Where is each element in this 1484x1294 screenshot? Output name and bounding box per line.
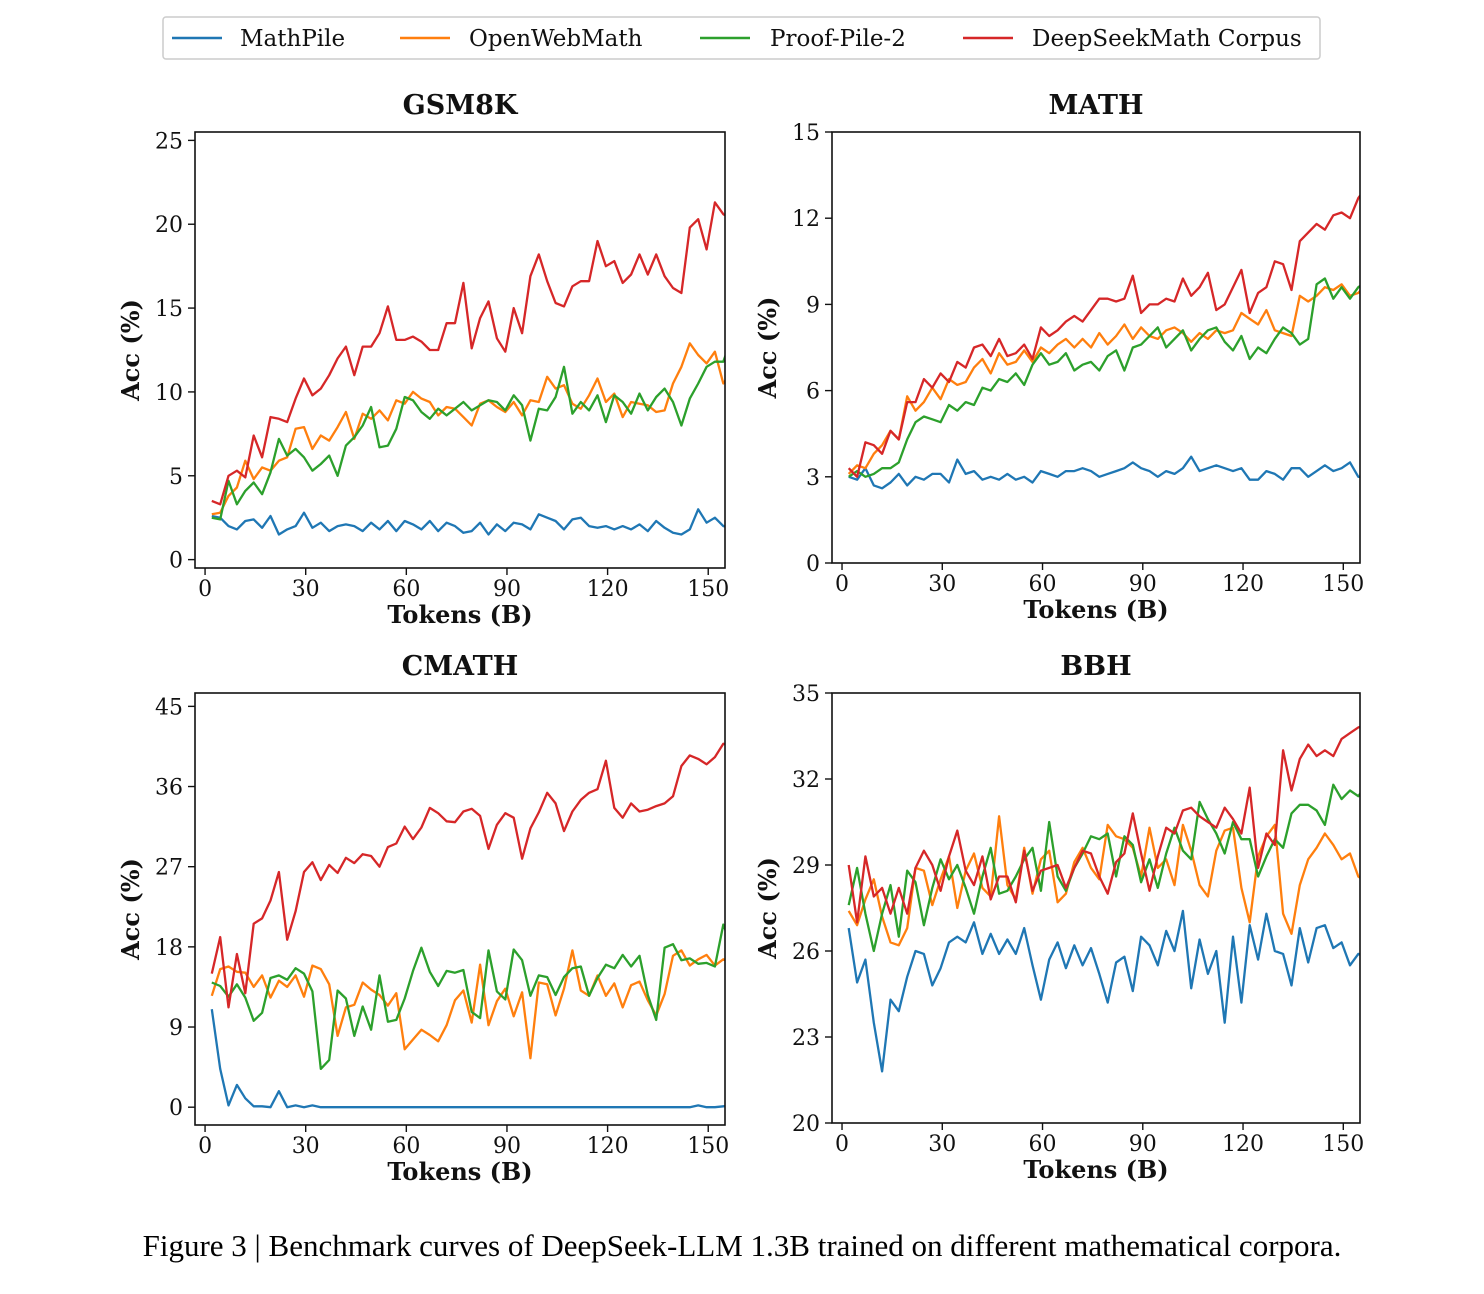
- legend-label-proof-pile-2: Proof-Pile-2: [770, 26, 906, 52]
- series-group: [847, 193, 1360, 490]
- x-tick-label: 0: [198, 577, 212, 602]
- y-tick-label: 9: [806, 293, 820, 318]
- y-tick-label: 18: [155, 936, 183, 961]
- panel-title: CMATH: [402, 651, 518, 682]
- x-tick-label: 30: [928, 572, 956, 597]
- series-line-openwebmath: [211, 342, 725, 516]
- y-tick-label: 27: [155, 856, 183, 881]
- series-line-proof-pile-2: [211, 353, 725, 521]
- y-tick-label: 20: [792, 1112, 820, 1137]
- x-tick-label: 90: [1129, 1132, 1157, 1157]
- y-tick-label: 15: [792, 121, 820, 146]
- x-tick-label: 60: [1029, 1132, 1057, 1157]
- y-tick-label: 32: [792, 768, 820, 793]
- x-tick-label: 120: [1222, 1132, 1264, 1157]
- y-tick-label: 15: [155, 297, 183, 322]
- panel-bbh: 0 30 60 90 120 150 20 23 26 29 32 35 BBH Tokens (B) Ac…: [753, 651, 1364, 1184]
- panel-title: GSM8K: [403, 90, 519, 121]
- series-line-openwebmath: [210, 949, 725, 1060]
- x-tick-label: 60: [392, 577, 420, 602]
- x-tick-label: 30: [292, 1134, 320, 1159]
- y-tick-label: 23: [792, 1026, 820, 1051]
- figure-caption: Figure 3 | Benchmark curves of DeepSeek-…: [142, 1228, 1342, 1263]
- y-tick-label: 25: [155, 129, 183, 154]
- series-line-deepseekmath-corpus: [210, 742, 725, 1009]
- y-axis-label: Acc (%): [116, 299, 145, 402]
- series-group: [847, 725, 1360, 1073]
- x-tick-label: 90: [493, 1134, 521, 1159]
- x-tick-label: 30: [928, 1132, 956, 1157]
- x-tick-label: 150: [687, 1134, 729, 1159]
- series-group: [211, 201, 725, 536]
- y-axis-label: Acc (%): [753, 857, 782, 960]
- x-tick-label: 150: [687, 577, 729, 602]
- legend-label-mathpile: MathPile: [240, 26, 345, 52]
- x-tick-label: 150: [1322, 572, 1364, 597]
- panel-math: 0 30 60 90 120 150 0 3 6 9 12 15 MATH Tokens (B) Acc (…: [753, 90, 1364, 624]
- y-tick-label: 0: [169, 549, 183, 574]
- panel-title: MATH: [1049, 90, 1144, 121]
- x-tick-label: 120: [587, 1134, 629, 1159]
- legend-label-openwebmath: OpenWebMath: [469, 26, 643, 52]
- y-tick-label: 0: [169, 1096, 183, 1121]
- series-line-mathpile: [847, 909, 1360, 1073]
- y-tick-label: 29: [792, 854, 820, 879]
- legend-entry-proof-pile-2: Proof-Pile-2: [700, 26, 906, 52]
- y-tick-label: 26: [792, 940, 820, 965]
- y-tick-label: 10: [155, 381, 183, 406]
- x-tick-label: 120: [587, 577, 629, 602]
- x-axis-label: Tokens (B): [1023, 595, 1168, 624]
- y-tick-label: 3: [806, 466, 820, 491]
- series-line-proof-pile-2: [211, 923, 725, 1071]
- series-line-deepseekmath-corpus: [847, 193, 1360, 478]
- series-line-openwebmath: [847, 283, 1360, 475]
- y-tick-label: 20: [155, 213, 183, 238]
- legend-label-deepseekmath-corpus: DeepSeekMath Corpus: [1032, 26, 1302, 52]
- panel-cmath: 0 30 60 90 120 150 0 9 18 27 36 45 CMATH Tokens (B) Ac…: [116, 651, 729, 1186]
- x-tick-label: 60: [392, 1134, 420, 1159]
- x-tick-label: 0: [835, 572, 849, 597]
- panel-title: BBH: [1060, 651, 1131, 682]
- y-tick-label: 35: [792, 682, 820, 707]
- series-line-mathpile: [210, 1009, 725, 1109]
- series-line-proof-pile-2: [848, 277, 1360, 478]
- x-tick-label: 0: [198, 1134, 212, 1159]
- x-tick-label: 150: [1322, 1132, 1364, 1157]
- panel-gsm8k: 0 30 60 90 120 150 0 5 10 15 20 25 GSM8K Tokens (B) Ac…: [116, 90, 729, 629]
- x-tick-label: 0: [835, 1132, 849, 1157]
- x-tick-label: 30: [292, 577, 320, 602]
- series-group: [210, 742, 725, 1109]
- legend: MathPile OpenWebMath Proof-Pile-2 DeepSe…: [162, 16, 1321, 60]
- plot-frame: [831, 692, 1361, 1124]
- series-line-deepseekmath-corpus: [211, 201, 725, 506]
- plot-frame: [194, 131, 726, 569]
- x-tick-label: 90: [1129, 572, 1157, 597]
- y-tick-label: 36: [155, 776, 183, 801]
- y-tick-label: 6: [806, 380, 820, 405]
- legend-entry-mathpile: MathPile: [172, 26, 345, 52]
- y-tick-label: 0: [806, 552, 820, 577]
- series-line-mathpile: [211, 508, 725, 536]
- y-tick-label: 9: [169, 1016, 183, 1041]
- series-line-deepseekmath-corpus: [847, 725, 1360, 924]
- y-axis-label: Acc (%): [753, 297, 782, 400]
- legend-entry-openwebmath: OpenWebMath: [400, 26, 643, 52]
- y-tick-label: 12: [792, 207, 820, 232]
- legend-entry-deepseekmath-corpus: DeepSeekMath Corpus: [963, 26, 1302, 52]
- x-axis-label: Tokens (B): [1023, 1155, 1168, 1184]
- x-axis-label: Tokens (B): [387, 1157, 532, 1186]
- x-tick-label: 120: [1222, 572, 1264, 597]
- y-axis-label: Acc (%): [116, 858, 145, 961]
- plot-frame: [194, 692, 726, 1126]
- plot-frame: [831, 131, 1361, 564]
- x-axis-label: Tokens (B): [387, 600, 532, 629]
- x-tick-label: 90: [493, 577, 521, 602]
- y-tick-label: 45: [155, 695, 183, 720]
- series-line-mathpile: [848, 455, 1360, 490]
- y-tick-label: 5: [169, 465, 183, 490]
- x-tick-label: 60: [1029, 572, 1057, 597]
